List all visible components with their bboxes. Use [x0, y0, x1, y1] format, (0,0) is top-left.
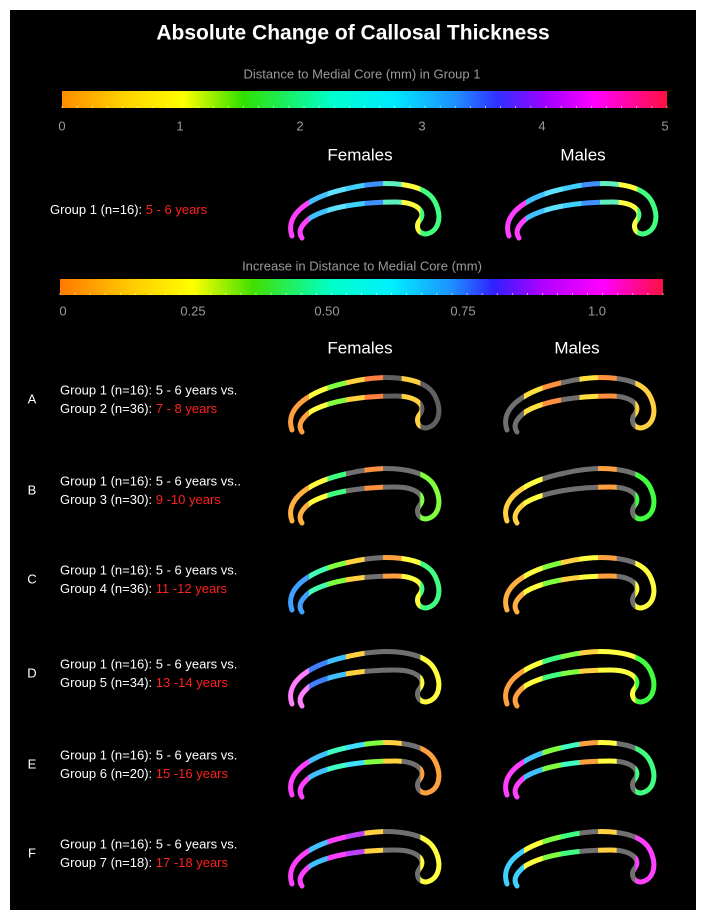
callosum: [503, 740, 657, 800]
comparison-line: Group 1 (n=16): 5 - 6 years vs.: [60, 747, 237, 762]
group-age: 13 -14 years: [156, 675, 229, 690]
comparison-line: Group 1 (n=16): 5 - 6 years vs..: [60, 473, 241, 488]
row-letter: B: [28, 482, 37, 497]
comparison-line: Group 2 (n=36): 7 - 8 years: [60, 401, 218, 416]
group-name: Group 6 (n=20):: [60, 766, 156, 781]
row-letter: A: [28, 391, 37, 406]
callosum: [288, 740, 442, 800]
colorbar: [60, 279, 663, 295]
group-name: Group 1 (n=16):: [50, 202, 146, 217]
callosum: [503, 829, 657, 889]
callosum: [503, 649, 657, 709]
comparison-line: Group 4 (n=36): 11 -12 years: [60, 581, 228, 596]
group-age: 7 - 8 years: [156, 401, 218, 416]
colorbar: [62, 91, 667, 108]
colorbar-tick-label: 0.50: [314, 303, 339, 318]
callosum: [288, 375, 442, 435]
group-name: Group 3 (n=30):: [60, 492, 156, 507]
colorbar-tick-label: 0.75: [450, 303, 475, 318]
group-name: Group 4 (n=36):: [60, 581, 156, 596]
comparison-line: Group 5 (n=34): 13 -14 years: [60, 675, 229, 690]
column-header: Males: [560, 145, 605, 164]
callosum: [503, 375, 657, 435]
column-header: Females: [327, 145, 392, 164]
row-letter: F: [28, 845, 36, 860]
comparison-line: Group 3 (n=30): 9 -10 years: [60, 492, 221, 507]
comparison-line: Group 1 (n=16): 5 - 6 years vs.: [60, 656, 237, 671]
colorbar-tick-label: 3: [418, 118, 425, 133]
group-name: Group 5 (n=34):: [60, 675, 156, 690]
callosum: [288, 555, 442, 615]
row-letter: E: [28, 756, 37, 771]
column-header: Females: [327, 338, 392, 357]
callosum: [503, 466, 657, 526]
comparison-line: Group 1 (n=16): 5 - 6 years vs.: [60, 562, 237, 577]
group-age: 9 -10 years: [156, 492, 222, 507]
comparison-line: Group 1 (n=16): 5 - 6 years vs.: [60, 836, 237, 851]
comparison-line: Group 1 (n=16): 5 - 6 years vs.: [60, 382, 237, 397]
group-age: 15 -16 years: [156, 766, 229, 781]
group-age: 11 -12 years: [156, 581, 228, 596]
callosum: [288, 649, 442, 709]
group-age: 5 - 6 years: [146, 202, 208, 217]
group-name: Group 2 (n=36):: [60, 401, 156, 416]
group-name: Group 7 (n=18):: [60, 855, 156, 870]
colorbar-tick-label: 4: [538, 118, 545, 133]
comparison-line: Group 6 (n=20): 15 -16 years: [60, 766, 229, 781]
row-letter: D: [27, 665, 36, 680]
colorbar-label: Increase in Distance to Medial Core (mm): [242, 258, 482, 273]
colorbar-tick-label: 1: [176, 118, 183, 133]
callosum: [505, 181, 659, 241]
colorbar-tick-label: 0.25: [180, 303, 205, 318]
callosum: [503, 555, 657, 615]
colorbar-tick-label: 1.0: [588, 303, 606, 318]
column-header: Males: [554, 338, 599, 357]
colorbar-label: Distance to Medial Core (mm) in Group 1: [244, 66, 481, 81]
callosum: [288, 181, 442, 241]
colorbar-tick-label: 5: [661, 118, 668, 133]
row-letter: C: [27, 571, 36, 586]
colorbar-tick-label: 2: [296, 118, 303, 133]
callosum: [288, 829, 442, 889]
colorbar-tick-label: 0: [59, 303, 66, 318]
comparison-line: Group 7 (n=18): 17 -18 years: [60, 855, 229, 870]
callosum: [288, 466, 442, 526]
group-label: Group 1 (n=16): 5 - 6 years: [50, 202, 208, 217]
title: Absolute Change of Callosal Thickness: [156, 22, 549, 45]
colorbar-tick-label: 0: [58, 118, 65, 133]
group-age: 17 -18 years: [156, 855, 229, 870]
